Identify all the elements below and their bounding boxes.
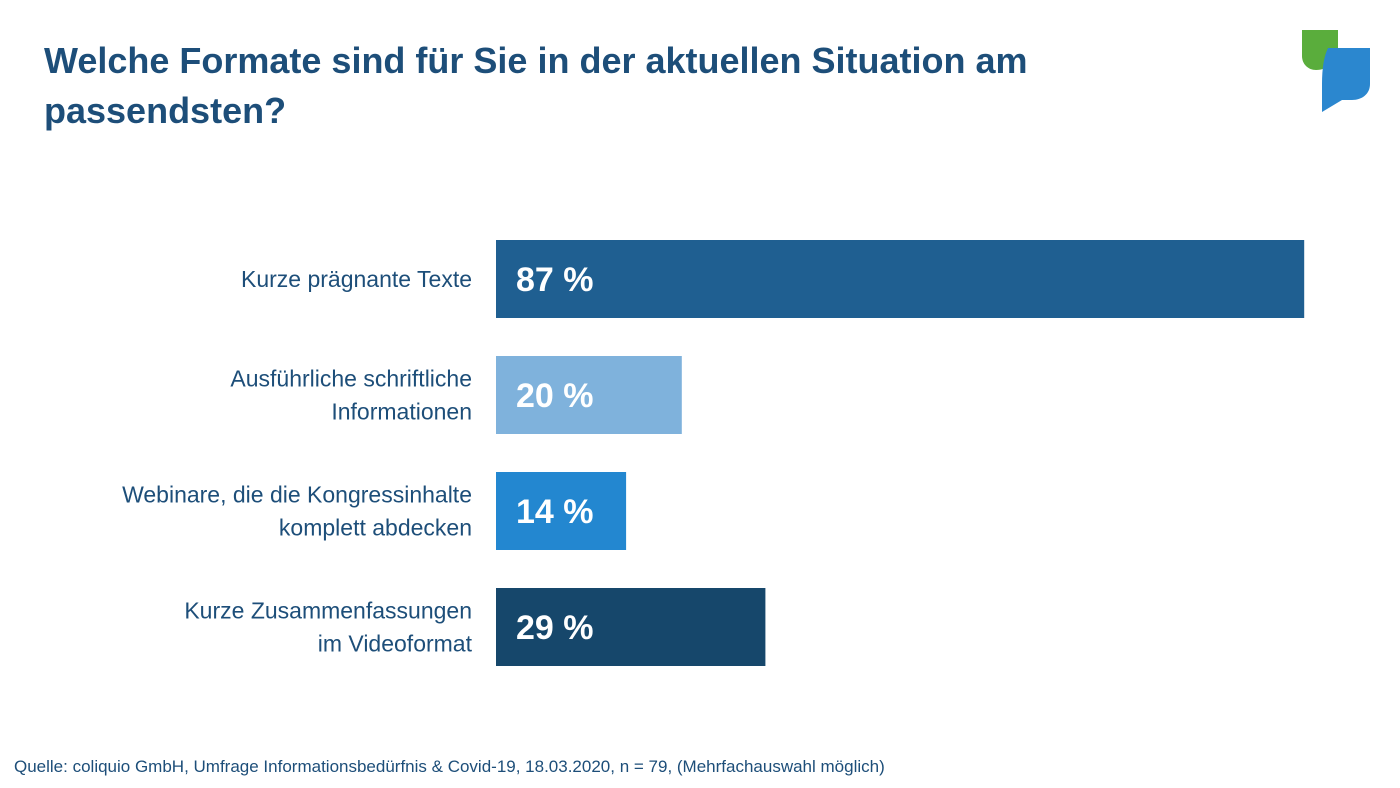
category-label-line: Kurze Zusammenfassungen	[184, 598, 472, 624]
bar-value-label: 20 %	[516, 377, 594, 415]
bar-value-label: 14 %	[516, 493, 594, 531]
category-label-line: komplett abdecken	[279, 515, 472, 541]
speech-bubbles-logo-icon	[1302, 30, 1370, 112]
category-label-line: Informationen	[331, 399, 472, 425]
bar	[496, 356, 682, 434]
category-label: Webinare, die die Kongressinhalte komplet…	[122, 482, 472, 541]
source-note: Quelle: coliquio GmbH, Umfrage Informati…	[14, 757, 885, 776]
bar	[496, 240, 1305, 318]
bar	[496, 472, 627, 550]
bar-value-label: 87 %	[516, 261, 594, 299]
category-label: Kurze prägnante Texte	[241, 266, 472, 292]
category-label: Kurze Zusammenfassungen im Videoformat	[184, 598, 472, 657]
category-label-line: Kurze prägnante Texte	[241, 266, 472, 292]
logo-blue-bubble	[1322, 48, 1370, 112]
category-label-line: Ausführliche schriftliche	[230, 366, 472, 392]
category-label: Ausführliche schriftliche Informationen	[230, 366, 472, 425]
category-label-line: im Videoformat	[318, 631, 473, 657]
category-label-line: Webinare, die die Kongressinhalte	[122, 482, 472, 508]
bar-value-label: 29 %	[516, 609, 594, 647]
bar	[496, 588, 766, 666]
page-title: Welche Formate sind für Sie in der aktue…	[44, 40, 1028, 131]
